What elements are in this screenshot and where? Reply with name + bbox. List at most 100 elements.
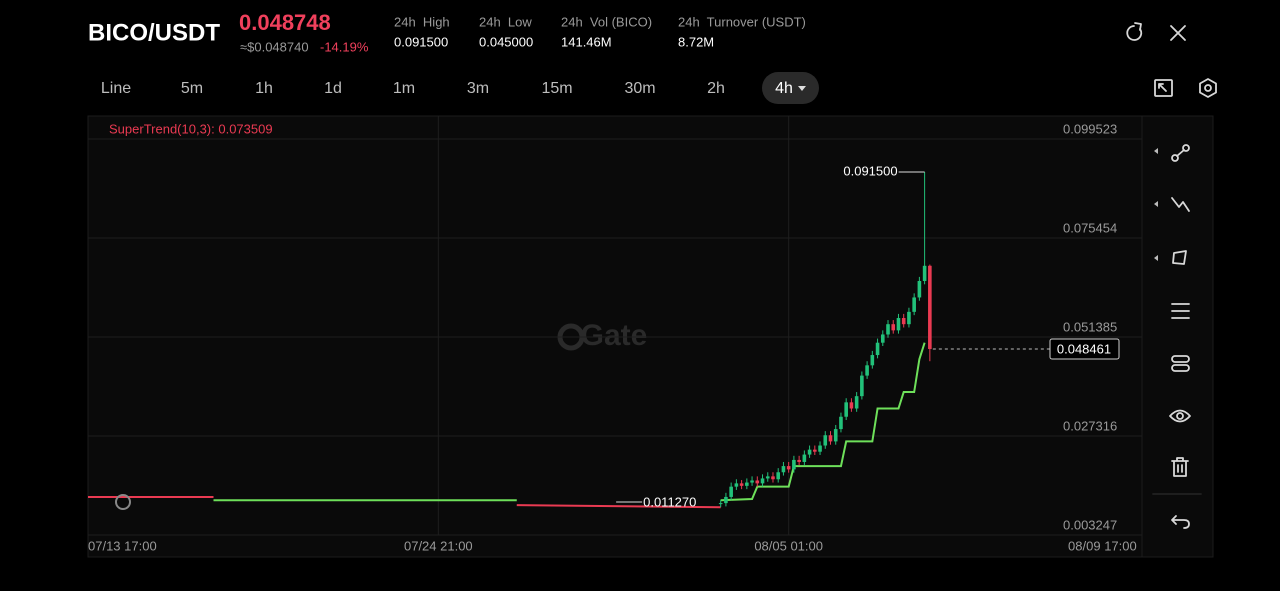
interval-tab[interactable]: 15m <box>541 80 572 97</box>
trash <box>1171 457 1189 477</box>
candle-body <box>854 396 859 409</box>
candle-body <box>765 476 770 479</box>
pupil <box>1176 412 1184 420</box>
close-cross <box>1170 25 1186 41</box>
fs-frame <box>1154 79 1173 97</box>
stat-label: 24h High <box>394 14 450 29</box>
l-bar <box>1171 355 1190 363</box>
candle-body <box>745 482 749 486</box>
stat-label: 24h Low <box>479 14 532 29</box>
stat-value: 141.46M <box>561 34 612 49</box>
stat-label: 24h Vol (BICO) <box>561 14 652 29</box>
candle-body <box>760 478 765 484</box>
fullscreen-icon[interactable] <box>1154 79 1173 97</box>
interval-tab[interactable]: 2h <box>707 80 725 97</box>
visibility-tool[interactable] <box>1169 409 1191 423</box>
candle-body <box>870 355 875 366</box>
plot: 0.099523 0.075454 0.051385 0.027316 0.003247… <box>88 116 1142 553</box>
gear-center <box>1204 84 1212 92</box>
refresh-arc <box>1126 25 1143 41</box>
candle-body <box>907 311 911 325</box>
l-bar <box>1171 364 1190 372</box>
candle-body <box>750 480 754 483</box>
toolbar <box>1152 144 1202 529</box>
price: 0.048748 <box>239 10 331 35</box>
interval-tab[interactable]: 4h <box>775 80 793 97</box>
candle-body <box>922 265 927 281</box>
y-tick-label: 0.027316 <box>1063 418 1117 433</box>
interval-tab[interactable]: 1m <box>393 80 415 97</box>
candle-body <box>860 375 864 397</box>
candle-body <box>833 429 838 442</box>
indicator-label: SuperTrend(10,3): 0.073509 <box>109 121 273 136</box>
refresh-icon[interactable] <box>1126 22 1143 41</box>
pair: BICO/USDT <box>88 19 220 46</box>
candle-body <box>781 466 786 473</box>
candle-body <box>849 402 854 409</box>
interval-tab[interactable]: 5m <box>181 80 203 97</box>
candle-body <box>928 265 932 350</box>
interval-tab[interactable]: Line <box>101 80 131 97</box>
last-price-label: 0.048461 <box>1057 341 1111 356</box>
stat-value: 0.045000 <box>479 34 533 49</box>
t-dot <box>1182 144 1190 152</box>
supertrend-line <box>720 342 926 502</box>
candle-body <box>739 483 744 486</box>
stat-value: 8.72M <box>678 34 714 49</box>
shape-tool[interactable] <box>1172 250 1187 265</box>
eye <box>1169 409 1191 423</box>
indicator-tool[interactable] <box>1171 303 1190 319</box>
gear-hex <box>1199 78 1217 98</box>
candle-body <box>917 280 922 298</box>
y-tick-label: 0.051385 <box>1063 319 1117 334</box>
delete-tool[interactable] <box>1171 457 1189 477</box>
fib-tool[interactable] <box>1171 197 1190 212</box>
i-lines <box>1171 303 1190 319</box>
symbol-badge <box>115 494 131 510</box>
usd-price: ≈$0.048740 <box>240 39 309 54</box>
undo-tool[interactable] <box>1171 515 1190 529</box>
candle-body <box>823 435 828 446</box>
candle-body <box>818 445 822 452</box>
candle-body <box>802 454 807 462</box>
candle-body <box>786 466 791 470</box>
settings-icon[interactable] <box>1199 78 1217 98</box>
x-tick-label: 08/09 17:00 <box>1068 538 1137 553</box>
refresh-arrow <box>1134 22 1142 31</box>
candle-body <box>891 324 896 331</box>
layers-tool[interactable] <box>1171 355 1190 372</box>
x-tick-label: 07/13 17:00 <box>88 538 157 553</box>
supertrend-line <box>516 504 721 509</box>
close-icon[interactable] <box>1170 25 1186 41</box>
trendline-tool[interactable] <box>1171 144 1190 162</box>
candle-body <box>734 483 739 487</box>
candle-body <box>729 486 733 497</box>
candle-body <box>755 480 760 484</box>
candle-body <box>718 503 723 505</box>
y-tick-label: 0.099523 <box>1063 121 1117 136</box>
candle-body <box>901 318 906 325</box>
stat-label: 24h Turnover (USDT) <box>678 14 806 29</box>
high-marker-label: 0.091500 <box>843 163 897 178</box>
candle-body <box>912 297 916 312</box>
candle-body <box>724 496 728 504</box>
candle-body <box>813 449 817 452</box>
interval-tab[interactable]: 3m <box>467 80 489 97</box>
s-shape <box>1172 250 1187 265</box>
candle-body <box>792 459 796 470</box>
undo <box>1171 515 1190 529</box>
interval-tab[interactable]: 30m <box>624 80 655 97</box>
interval-tab[interactable]: 1h <box>255 80 273 97</box>
interval-tab[interactable]: 1d <box>324 80 342 97</box>
watermark: Gate <box>581 319 648 352</box>
t-line <box>1176 149 1185 157</box>
low-marker-label: 0.011270 <box>643 494 696 509</box>
dropdown-caret <box>798 86 806 91</box>
stat-value: 0.091500 <box>394 34 448 49</box>
fs-arrow <box>1158 83 1167 92</box>
candle-body <box>839 416 843 430</box>
candle-body <box>771 476 775 480</box>
t-dot <box>1171 154 1179 162</box>
candle-body <box>886 324 890 335</box>
